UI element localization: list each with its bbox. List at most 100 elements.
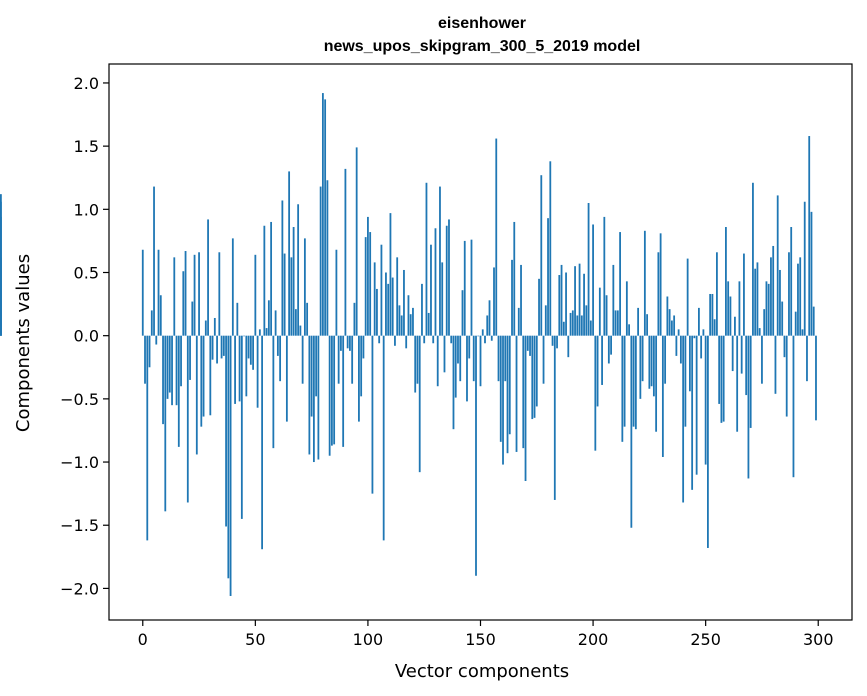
bar [488, 300, 491, 336]
x-tick-label: 100 [353, 630, 384, 649]
bar [758, 328, 761, 336]
bar [632, 335, 635, 427]
bar [524, 335, 527, 481]
bar [484, 335, 486, 344]
bar [682, 335, 685, 503]
bar [468, 335, 471, 359]
bar [475, 335, 477, 576]
bar [803, 201, 806, 336]
bar [743, 253, 745, 336]
bar [634, 335, 637, 430]
bar [495, 138, 498, 336]
bar [198, 252, 200, 336]
bar [736, 335, 739, 432]
bar [378, 335, 381, 344]
bar [556, 335, 558, 349]
y-tick-label: −1.0 [60, 453, 99, 472]
bar [148, 335, 151, 368]
bar [258, 329, 261, 336]
bar [779, 269, 781, 336]
bar [583, 273, 585, 336]
bar [477, 335, 480, 337]
bar [526, 335, 529, 351]
bar [529, 335, 531, 356]
bar [799, 257, 802, 336]
bar [358, 335, 360, 422]
x-tick-label: 150 [465, 630, 496, 649]
bar [416, 335, 419, 384]
bar [659, 233, 662, 336]
bar [315, 335, 318, 397]
bar [783, 335, 786, 358]
bar [565, 272, 567, 336]
bar [225, 335, 227, 527]
bar [790, 227, 793, 336]
bar [263, 225, 266, 336]
bar [279, 335, 282, 382]
bar [227, 335, 230, 579]
bar [153, 186, 155, 336]
bar [385, 272, 387, 336]
bar [243, 335, 245, 337]
bar [610, 335, 612, 355]
bar [247, 335, 250, 359]
x-axis-ticks: 0 50 100 150 200 250 300 [138, 620, 834, 649]
bar [729, 296, 732, 336]
bar [788, 252, 790, 336]
bar [220, 335, 223, 359]
bar [479, 335, 482, 387]
bar [677, 329, 680, 336]
bar [603, 216, 606, 336]
bar [270, 221, 273, 336]
bar [342, 335, 345, 447]
bar [454, 335, 457, 398]
bar [189, 335, 191, 380]
bar [427, 312, 430, 336]
bar [648, 335, 651, 389]
bar [337, 335, 340, 384]
bar [409, 314, 412, 336]
bar [155, 335, 158, 345]
bar [630, 335, 633, 528]
bar [236, 302, 239, 336]
plot-frame [108, 63, 853, 621]
bar [238, 335, 241, 402]
bar [580, 315, 583, 336]
bar [367, 216, 369, 336]
bar [538, 278, 540, 336]
bar [684, 335, 687, 427]
bar [592, 224, 594, 336]
bar [344, 168, 347, 336]
bar [747, 335, 750, 479]
bar [544, 305, 547, 336]
bar [623, 335, 626, 427]
bar [511, 259, 513, 336]
bar [360, 335, 363, 397]
bar [335, 249, 338, 336]
bar [177, 335, 180, 447]
bar [670, 320, 673, 336]
bar [459, 335, 462, 382]
bar [542, 335, 545, 384]
bar [513, 221, 516, 336]
bar [666, 296, 669, 336]
bar [589, 320, 592, 336]
bar [157, 249, 160, 336]
bar [211, 335, 214, 360]
x-tick-label: 0 [138, 630, 148, 649]
bar [470, 239, 473, 336]
bar [598, 287, 601, 336]
bar [765, 281, 768, 336]
bar [756, 262, 759, 336]
bar [297, 204, 300, 336]
bar [209, 335, 212, 416]
y-tick-label: −1.5 [60, 516, 99, 535]
bar [711, 293, 714, 336]
bar [303, 238, 306, 336]
bar [738, 281, 741, 336]
bar [452, 335, 455, 430]
bar [186, 335, 189, 503]
bar [400, 315, 403, 336]
bar [425, 182, 428, 336]
